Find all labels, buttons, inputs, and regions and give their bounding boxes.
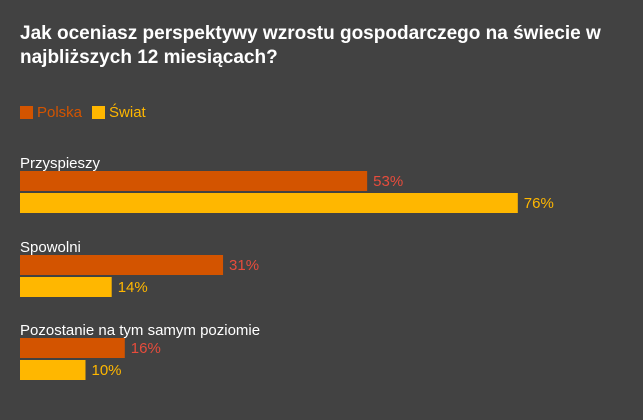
bar-polska-0	[20, 171, 368, 191]
bar-świat-2	[20, 360, 86, 380]
legend-item-polska: Polska	[20, 104, 82, 121]
legend: Polska Świat	[20, 104, 156, 121]
category-label: Spowolni	[20, 239, 81, 256]
data-label: 31%	[229, 257, 259, 274]
legend-swatch-swiat	[92, 106, 106, 119]
bar-polska-1	[20, 255, 224, 275]
category-label: Przyspieszy	[20, 155, 101, 172]
bar-świat-0	[20, 193, 518, 213]
legend-swatch-polska	[20, 106, 33, 119]
data-label: 10%	[92, 362, 122, 379]
data-label: 53%	[373, 173, 403, 190]
bar-polska-2	[20, 338, 125, 358]
category-label: Pozostanie na tym samym poziomie	[20, 322, 260, 339]
bar-świat-1	[20, 277, 112, 297]
data-label: 76%	[524, 195, 554, 212]
legend-item-swiat: Świat	[92, 104, 146, 121]
legend-label-swiat: Świat	[109, 104, 146, 121]
data-label: 16%	[131, 340, 161, 357]
legend-label-polska: Polska	[37, 104, 83, 121]
data-label: 14%	[118, 279, 148, 296]
chart-title: Jak oceniasz perspektywy wzrostu gospoda…	[20, 23, 601, 68]
